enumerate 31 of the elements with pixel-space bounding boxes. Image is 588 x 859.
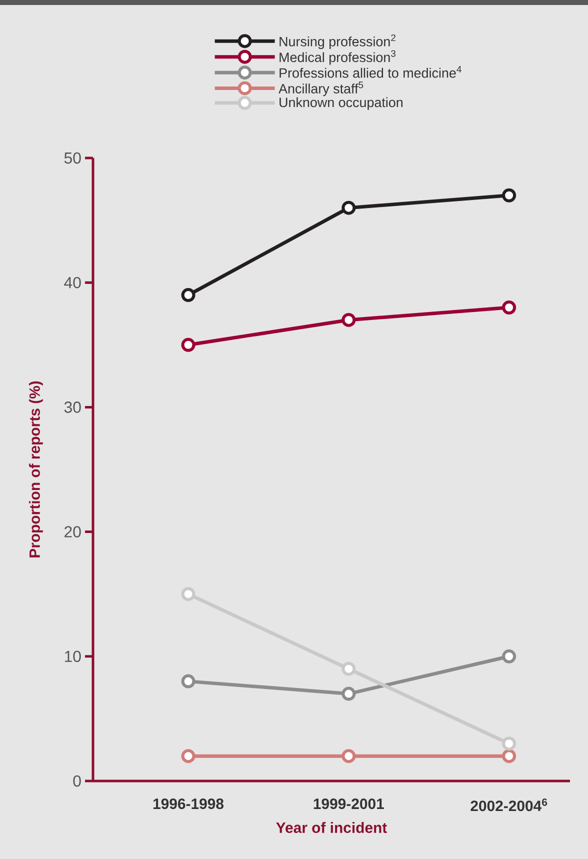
y-tick-label: 0 [73,775,81,787]
point [181,749,196,764]
point [502,300,516,315]
point [181,587,196,602]
legend-label: Medical profession$^{3}$ [280,50,396,65]
point [342,312,356,327]
x-tick-label: 2002-2004$^{6}$ [470,798,548,812]
point [502,649,516,664]
point [181,674,196,688]
point [342,749,356,764]
y-tick-label: 20 [64,526,81,538]
legend-label: Ancillary staff$^{5}$ [278,82,364,96]
legend-label: Nursing profession$^{2}$ [280,34,396,50]
point [181,338,196,352]
point [502,749,516,764]
y-tick-label: 10 [64,650,81,662]
point [342,686,356,701]
y-tick-label: 30 [64,402,81,413]
x-tick-label: 1999-2001 [314,798,384,810]
point [342,200,356,215]
x-axis-title: Year of incident [276,822,387,833]
y-tick-label: 50 [64,152,81,164]
point [502,188,516,202]
point [181,288,196,302]
y-tick-label: 40 [64,276,81,288]
legend-label: Unknown occupation [280,97,402,110]
point [502,736,516,751]
y-axis-title: Proportion of reports (%) [28,381,43,558]
point [342,662,356,676]
legend-label: Professions allied to medicine$^{4}$ [280,66,462,78]
x-tick-label: 1996-1998 [153,798,224,810]
